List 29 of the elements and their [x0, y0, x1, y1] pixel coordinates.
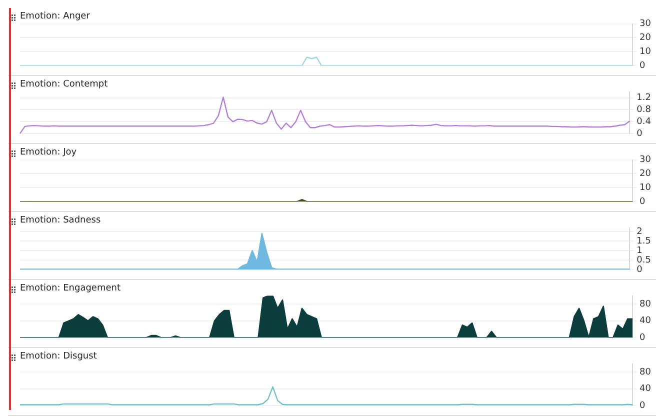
y-tick-label: 0.8 — [636, 105, 652, 116]
y-tick-label: 0.4 — [636, 117, 652, 127]
y-tick-label: 30 — [640, 155, 652, 166]
y-tick-label: 40 — [640, 316, 652, 326]
chart-title: Emotion: Engagement — [20, 284, 121, 294]
y-tick-label: 0 — [636, 264, 643, 275]
y-tick-label: 0 — [640, 400, 646, 411]
y-tick-label: 0 — [640, 60, 646, 71]
y-tick-label: 40 — [640, 384, 652, 394]
chart-title: Emotion: Joy — [20, 148, 78, 158]
y-tick-label: 1.2 — [636, 93, 652, 104]
y-tick-label: 0.5 — [636, 255, 652, 266]
chart-title: Emotion: Contempt — [20, 80, 108, 90]
y-tick-label: 0 — [636, 128, 643, 139]
y-tick-label: 1 — [636, 246, 642, 256]
chart-title: Emotion: Sadness — [20, 216, 101, 226]
y-tick-label: 10 — [640, 183, 652, 194]
y-tick-label: 20 — [640, 33, 652, 44]
chart-title: Emotion: Disgust — [20, 352, 98, 362]
y-tick-label: 20 — [640, 169, 652, 180]
y-tick-label: 80 — [640, 368, 652, 378]
y-tick-label: 1.5 — [636, 236, 652, 246]
y-tick-label: 2 — [636, 226, 642, 237]
y-tick-label: 10 — [640, 47, 652, 58]
chart-title: Emotion: Anger — [20, 12, 90, 22]
y-tick-label: 80 — [640, 300, 652, 310]
y-tick-label: 0 — [640, 332, 646, 343]
y-tick-label: 30 — [640, 19, 652, 30]
y-tick-label: 0 — [640, 196, 646, 207]
